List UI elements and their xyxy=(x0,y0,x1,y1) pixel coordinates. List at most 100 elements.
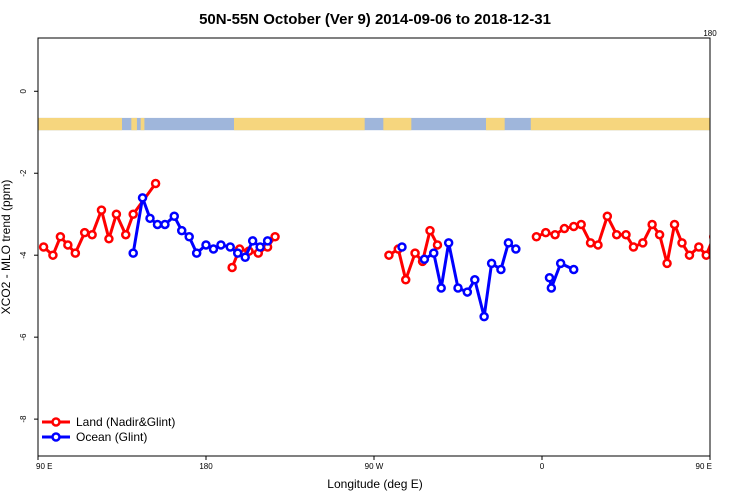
legend-marker xyxy=(51,432,61,442)
data-point xyxy=(225,242,236,252)
data-point xyxy=(628,242,639,252)
data-point xyxy=(511,244,521,254)
data-point xyxy=(191,248,202,258)
data-point xyxy=(145,213,155,224)
map-strip-land xyxy=(383,117,412,131)
data-point xyxy=(708,233,710,240)
data-point xyxy=(486,258,497,269)
data-point xyxy=(638,238,648,248)
data-point xyxy=(453,283,463,293)
data-point xyxy=(262,236,273,246)
map-strip-land xyxy=(530,117,710,131)
data-point xyxy=(503,238,514,248)
data-point xyxy=(428,248,439,258)
data-point xyxy=(540,227,551,238)
data-point xyxy=(593,240,603,250)
data-point xyxy=(169,211,180,222)
x-axis-label: Longitude (deg E) xyxy=(327,477,422,491)
data-point xyxy=(79,227,90,238)
x-tick-label: 90 W xyxy=(365,462,384,471)
y-tick-label: 0 xyxy=(19,89,28,94)
data-point xyxy=(436,283,446,293)
data-point xyxy=(744,231,750,238)
plot-frame xyxy=(37,37,711,457)
data-point xyxy=(559,223,570,234)
legend-marker xyxy=(51,417,61,427)
data-point xyxy=(70,248,81,258)
data-point xyxy=(240,252,250,262)
y-axis: 0 -2 -4 -6 -8 xyxy=(19,89,38,423)
data-point xyxy=(720,241,727,248)
data-point xyxy=(63,240,73,250)
data-point xyxy=(568,221,579,232)
data-point xyxy=(568,264,579,275)
data-point xyxy=(546,283,557,293)
series-1 xyxy=(128,193,579,322)
data-point xyxy=(48,250,58,260)
data-point xyxy=(419,254,430,265)
data-point xyxy=(479,311,489,322)
x-tick-label: 0 xyxy=(540,462,545,471)
data-point xyxy=(410,248,420,258)
data-point xyxy=(128,248,138,258)
data-point xyxy=(425,225,435,236)
data-point xyxy=(216,240,226,250)
data-point xyxy=(662,258,672,269)
data-point xyxy=(602,211,613,222)
data-point xyxy=(104,234,114,244)
data-point xyxy=(87,229,97,240)
data-point xyxy=(555,258,566,269)
data-point xyxy=(270,232,280,242)
data-point xyxy=(654,229,665,240)
x-top-tick-label: 180 xyxy=(703,29,717,38)
data-point xyxy=(150,178,161,189)
data-point xyxy=(544,272,555,283)
series-line xyxy=(547,261,575,290)
x-tick-label: 90 E xyxy=(36,462,52,471)
data-point xyxy=(462,287,473,297)
data-point xyxy=(470,275,480,285)
data-point xyxy=(611,229,622,240)
data-point xyxy=(432,240,443,250)
data-point xyxy=(647,219,657,230)
series-line xyxy=(535,214,710,265)
data-point xyxy=(55,232,66,242)
chart-title: 50N-55N October (Ver 9) 2014-09-06 to 20… xyxy=(199,11,551,28)
data-point xyxy=(208,244,219,254)
data-point xyxy=(701,250,710,260)
map-strip-land xyxy=(486,117,505,131)
data-point xyxy=(727,248,734,255)
data-point xyxy=(160,219,170,230)
x-tick-label: 180 xyxy=(199,462,213,471)
y-axis-label: XCO2 - MLO trend (ppm) xyxy=(0,180,13,315)
data-point xyxy=(232,248,243,258)
map-strip xyxy=(38,117,710,131)
data-point xyxy=(137,193,148,203)
map-strip-land xyxy=(234,117,365,131)
data-point xyxy=(201,240,211,250)
data-point xyxy=(585,238,596,248)
data-point xyxy=(184,232,194,242)
x-axis: 90 E 180 90 W 0 90 E 180 xyxy=(36,29,717,471)
y-tick-label: -2 xyxy=(19,169,28,177)
data-point xyxy=(38,242,49,252)
data-point xyxy=(576,219,586,230)
y-tick-label: -8 xyxy=(19,415,28,423)
y-tick-label: -4 xyxy=(19,251,28,259)
data-point xyxy=(111,209,122,219)
map-strip-land xyxy=(131,117,137,131)
y-tick-label: -6 xyxy=(19,333,28,341)
data-point xyxy=(96,205,107,215)
legend-label: Ocean (Glint) xyxy=(76,430,147,444)
map-strip-land xyxy=(38,117,122,131)
data-point xyxy=(397,242,407,252)
data-point xyxy=(684,250,695,260)
data-point xyxy=(176,225,187,236)
data-point xyxy=(120,229,131,240)
data-point xyxy=(384,250,394,260)
data-point xyxy=(550,229,560,240)
data-point xyxy=(247,236,258,246)
data-point xyxy=(736,229,743,236)
series-layer xyxy=(38,178,750,322)
